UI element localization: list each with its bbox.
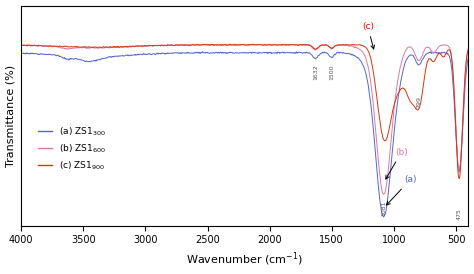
(c) ZS1$_{900}$ xyxy=(227,42,233,46)
Text: (c): (c) xyxy=(362,22,374,49)
(c) ZS1$_{900}$ xyxy=(72,45,77,48)
Y-axis label: Transmittance (%): Transmittance (%) xyxy=(6,64,16,167)
Text: (b): (b) xyxy=(386,148,408,179)
(a) ZS1$_{300}$ xyxy=(46,53,52,56)
(a) ZS1$_{300}$ xyxy=(364,76,370,79)
(a) ZS1$_{300}$ xyxy=(18,51,24,55)
(c) ZS1$_{900}$ xyxy=(364,47,370,50)
(b) ZS1$_{600}$ xyxy=(72,46,78,50)
(a) ZS1$_{300}$ xyxy=(157,52,163,55)
(b) ZS1$_{600}$ xyxy=(381,193,386,196)
(b) ZS1$_{600}$ xyxy=(157,44,163,47)
(a) ZS1$_{300}$ xyxy=(72,57,77,61)
(a) ZS1$_{300}$ xyxy=(328,55,333,58)
Line: (c) ZS1$_{900}$: (c) ZS1$_{900}$ xyxy=(21,44,468,178)
Text: 1632: 1632 xyxy=(313,64,318,80)
Text: 475: 475 xyxy=(456,208,462,220)
(c) ZS1$_{900}$ xyxy=(328,46,333,49)
(b) ZS1$_{600}$ xyxy=(240,43,246,46)
Text: 1500: 1500 xyxy=(329,65,334,80)
(a) ZS1$_{300}$ xyxy=(200,50,205,53)
X-axis label: Wavenumber (cm$^{-1}$): Wavenumber (cm$^{-1}$) xyxy=(186,251,303,269)
(c) ZS1$_{900}$ xyxy=(72,45,78,48)
(a) ZS1$_{300}$ xyxy=(381,215,386,218)
(c) ZS1$_{900}$ xyxy=(18,44,24,47)
(b) ZS1$_{600}$ xyxy=(328,46,333,50)
(b) ZS1$_{600}$ xyxy=(72,46,77,50)
(b) ZS1$_{600}$ xyxy=(465,47,471,50)
Text: (a): (a) xyxy=(386,175,416,205)
(c) ZS1$_{900}$ xyxy=(456,177,462,180)
(b) ZS1$_{600}$ xyxy=(18,44,24,47)
(c) ZS1$_{900}$ xyxy=(157,44,163,47)
(b) ZS1$_{600}$ xyxy=(46,45,52,48)
Line: (b) ZS1$_{600}$: (b) ZS1$_{600}$ xyxy=(21,44,468,194)
Text: 799: 799 xyxy=(416,96,421,108)
Line: (a) ZS1$_{300}$: (a) ZS1$_{300}$ xyxy=(21,52,468,217)
(a) ZS1$_{300}$ xyxy=(72,57,78,60)
Legend: (a) ZS1$_{300}$, (b) ZS1$_{600}$, (c) ZS1$_{900}$: (a) ZS1$_{300}$, (b) ZS1$_{600}$, (c) ZS… xyxy=(35,122,109,175)
(c) ZS1$_{900}$ xyxy=(46,44,52,48)
Text: 1081: 1081 xyxy=(381,200,386,216)
(a) ZS1$_{300}$ xyxy=(465,56,471,59)
(b) ZS1$_{600}$ xyxy=(364,60,370,63)
(c) ZS1$_{900}$ xyxy=(465,47,471,51)
